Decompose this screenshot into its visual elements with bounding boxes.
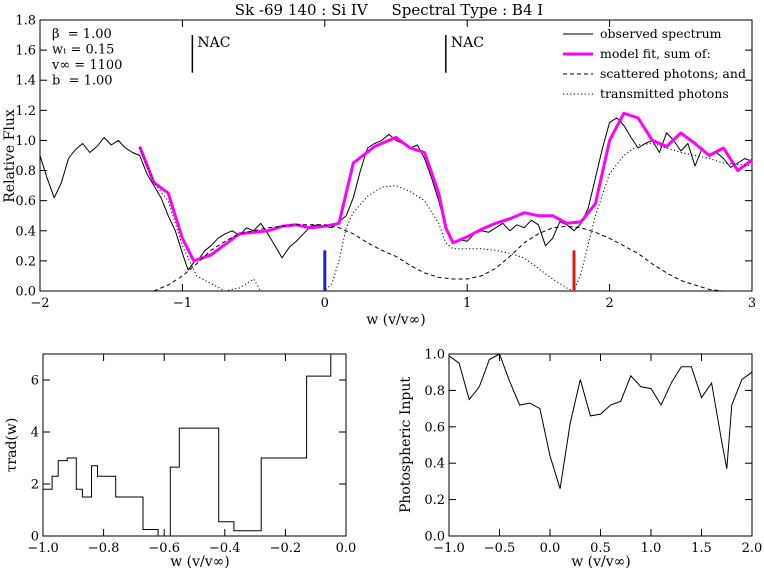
photospheric-panel: −1.0 −0.5 0.0 0.5 1.0 1.5 2.0 0.0 0.2 0.4 0.6 0.8 1.… bbox=[398, 348, 762, 571]
photospheric-plot-frame bbox=[448, 353, 753, 537]
photospheric-x-axis-label: w (v/v∞) bbox=[571, 554, 631, 570]
tau-series-group bbox=[43, 353, 346, 537]
nac-label: NAC bbox=[451, 35, 484, 51]
x-tick-label: −0.6 bbox=[148, 541, 180, 556]
y-tick-label: 1.4 bbox=[15, 74, 36, 89]
photospheric-input-line bbox=[448, 353, 753, 489]
main-spectrum-panel: −2 −1 0 1 2 3 0.0 0.2 0.4 0.6 0.8 1.0 1.2 1.4 1.6 1.8 N… bbox=[2, 14, 756, 329]
main-series-group bbox=[39, 111, 753, 292]
x-tick-label: −0.2 bbox=[270, 541, 302, 556]
tau-y-axis-label: τrad(w) bbox=[4, 418, 20, 473]
x-tick-label: 2 bbox=[605, 296, 613, 311]
photospheric-series-group bbox=[448, 353, 753, 489]
x-tick-label: −1.0 bbox=[27, 541, 59, 556]
tau-step-line bbox=[43, 353, 346, 537]
tau-panel: −1.0 −0.8 −0.6 −0.4 −0.2 0.0 0 2 4 6 w (v/v∞) τra… bbox=[4, 353, 356, 570]
x-tick-label: −0.8 bbox=[88, 541, 120, 556]
photospheric-axis-ticks: −1.0 −0.5 0.0 0.5 1.0 1.5 2.0 0.0 0.2 0.4 0.6 0.8 1.… bbox=[424, 348, 762, 557]
main-axis-ticks: −2 −1 0 1 2 3 0.0 0.2 0.4 0.6 0.8 1.0 1.2 1.4 1.6 1.8 bbox=[15, 14, 756, 312]
main-y-axis-label: Relative Flux bbox=[2, 109, 18, 203]
x-tick-label: −1.0 bbox=[433, 541, 465, 556]
parameter-label: v∞ = 1100 bbox=[51, 58, 122, 73]
x-tick-label: 0.5 bbox=[590, 541, 611, 556]
x-tick-label: 0 bbox=[321, 296, 329, 311]
parameter-label: β = 1.00 bbox=[52, 27, 112, 42]
y-tick-label: 1.2 bbox=[15, 104, 36, 119]
y-tick-label: 0.2 bbox=[15, 254, 36, 269]
series-line-1 bbox=[39, 117, 753, 271]
y-tick-label: 6 bbox=[31, 374, 39, 389]
x-tick-label: −0.4 bbox=[209, 541, 241, 556]
y-tick-label: 0.2 bbox=[424, 493, 445, 508]
tau-plot-frame bbox=[42, 353, 347, 537]
legend-entry-label: model fit, sum of: bbox=[600, 46, 711, 61]
legend-entry-label: scattered photons; and bbox=[600, 66, 746, 81]
photospheric-y-axis-label: Photospheric Input bbox=[398, 377, 414, 513]
tau-axis-ticks: −1.0 −0.8 −0.6 −0.4 −0.2 0.0 0 2 4 6 bbox=[27, 354, 356, 556]
x-tick-label: 1 bbox=[463, 296, 471, 311]
legend-entry-label: transmitted photons bbox=[600, 86, 729, 101]
y-tick-label: 1.8 bbox=[15, 14, 36, 29]
y-tick-label: 0.8 bbox=[424, 384, 445, 399]
x-tick-label: 2.0 bbox=[742, 541, 763, 556]
x-tick-label: 1.5 bbox=[691, 541, 712, 556]
y-tick-label: 0.6 bbox=[15, 194, 36, 209]
y-tick-label: 1.0 bbox=[15, 134, 36, 149]
series-line-4 bbox=[139, 143, 753, 292]
legend: observed spectrum model fit, sum of: scatt… bbox=[563, 26, 746, 101]
main-markers: NAC NAC bbox=[191, 35, 576, 291]
main-x-axis-label: w (v/v∞) bbox=[366, 312, 426, 328]
x-tick-label: 0.0 bbox=[540, 541, 561, 556]
y-tick-label: 1.0 bbox=[424, 348, 445, 363]
tau-x-axis-label: w (v/v∞) bbox=[170, 554, 230, 570]
series-line-2 bbox=[138, 111, 753, 263]
y-tick-label: 0.0 bbox=[424, 530, 445, 545]
y-tick-label: 0.4 bbox=[15, 224, 36, 239]
parameter-label: wₜ = 0.15 bbox=[52, 43, 114, 58]
y-tick-label: 0.6 bbox=[424, 420, 445, 435]
y-tick-label: 0.8 bbox=[15, 164, 36, 179]
x-tick-label: 3 bbox=[748, 296, 756, 311]
parameter-label: b = 1.00 bbox=[52, 74, 113, 89]
x-tick-label: −1 bbox=[173, 296, 192, 311]
legend-entry-label: observed spectrum bbox=[600, 26, 722, 41]
x-tick-label: −2 bbox=[30, 296, 49, 311]
y-tick-label: 4 bbox=[31, 426, 39, 441]
y-tick-label: 0.4 bbox=[424, 457, 445, 472]
y-tick-label: 0 bbox=[31, 530, 39, 545]
y-tick-label: 1.6 bbox=[15, 44, 36, 59]
x-tick-label: 1.0 bbox=[641, 541, 662, 556]
x-tick-label: −0.5 bbox=[484, 541, 516, 556]
y-tick-label: 0.0 bbox=[15, 285, 36, 300]
x-tick-label: 0.0 bbox=[336, 541, 357, 556]
y-tick-label: 2 bbox=[31, 478, 39, 493]
series-line-3 bbox=[153, 224, 724, 292]
nac-label: NAC bbox=[197, 35, 230, 51]
page-title: Sk -69 140 : Si IV Spectral Type : B4 I bbox=[235, 1, 543, 19]
